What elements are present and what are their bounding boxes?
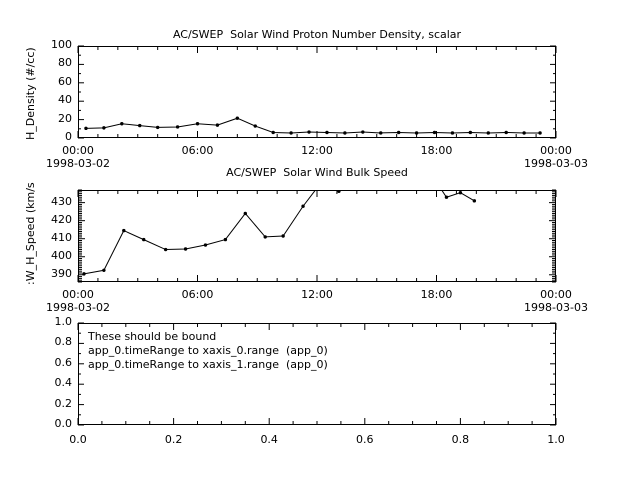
speed-plot-frame <box>78 190 556 282</box>
annotation-xtick-3: 0.6 <box>356 433 374 446</box>
density-plot-canvas <box>77 45 557 139</box>
speed-plot-canvas <box>77 189 557 283</box>
speed-ytick-410: 410 <box>51 230 72 244</box>
annotation-plot-frame <box>78 323 556 425</box>
speed-xtick-1: 06:00 <box>181 288 214 301</box>
density-plot-title: AC/SWEP Solar Wind Proton Number Density… <box>172 28 462 41</box>
annotation-ytick-0: 0.0 <box>54 417 73 430</box>
density-ytick-40: 40 <box>58 93 72 107</box>
density-ytick-60: 60 <box>58 74 72 88</box>
annotation-ytick-2: 0.4 <box>54 376 73 390</box>
annotation-line-0: These should be bound <box>88 330 217 343</box>
density-ytick-100: 100 <box>51 38 72 51</box>
speed-xtick-0: 00:00 <box>62 288 94 301</box>
speed-ytick-420: 420 <box>51 212 72 226</box>
annotation-line-1: app_0.timeRange to xaxis_0.range (app_0) <box>88 344 328 357</box>
annotation-xtick-4: 0.8 <box>451 433 470 446</box>
speed-ytick-390: 390 <box>51 266 72 280</box>
density-xtick-0: 00:00 <box>62 144 94 157</box>
speed-xtick-3: 18:00 <box>420 288 453 301</box>
speed-xtick-2: 12:00 <box>301 288 333 301</box>
density-xtick-3: 18:00 <box>420 144 453 157</box>
speed-plot-title: AC/SWEP Solar Wind Bulk Speed <box>226 166 408 179</box>
density-xdate-0: 1998-03-02 <box>46 157 110 170</box>
density-xdate-4: 1998-03-03 <box>524 157 588 170</box>
speed-ytick-400: 400 <box>51 248 72 262</box>
annotation-xtick-2: 0.4 <box>260 433 278 446</box>
density-xtick-2: 12:00 <box>301 144 333 157</box>
annotation-xtick-0: 0.0 <box>69 433 87 446</box>
speed-ytick-430: 430 <box>51 194 72 208</box>
speed-xtick-4: 00:00 <box>540 288 572 301</box>
density-plot-frame <box>78 46 556 138</box>
annotation-ytick-3: 0.6 <box>54 355 73 369</box>
annotation-ytick-5: 1.0 <box>54 315 73 328</box>
density-ytick-20: 20 <box>58 111 72 125</box>
density-ytick-80: 80 <box>58 56 72 70</box>
annotation-xtick-5: 1.0 <box>547 433 565 446</box>
annotation-ytick-4: 0.8 <box>54 335 73 349</box>
density-xtick-4: 00:00 <box>540 144 572 157</box>
speed-xdate-4: 1998-03-03 <box>524 301 588 314</box>
speed-xdate-0: 1998-03-02 <box>46 301 110 314</box>
density-ytick-0: 0 <box>65 130 72 143</box>
density-xtick-1: 06:00 <box>181 144 214 157</box>
annotation-line-2: app_0.timeRange to xaxis_1.range (app_0) <box>88 358 328 371</box>
annotation-ytick-1: 0.2 <box>54 396 73 410</box>
annotation-xtick-1: 0.2 <box>164 433 183 446</box>
